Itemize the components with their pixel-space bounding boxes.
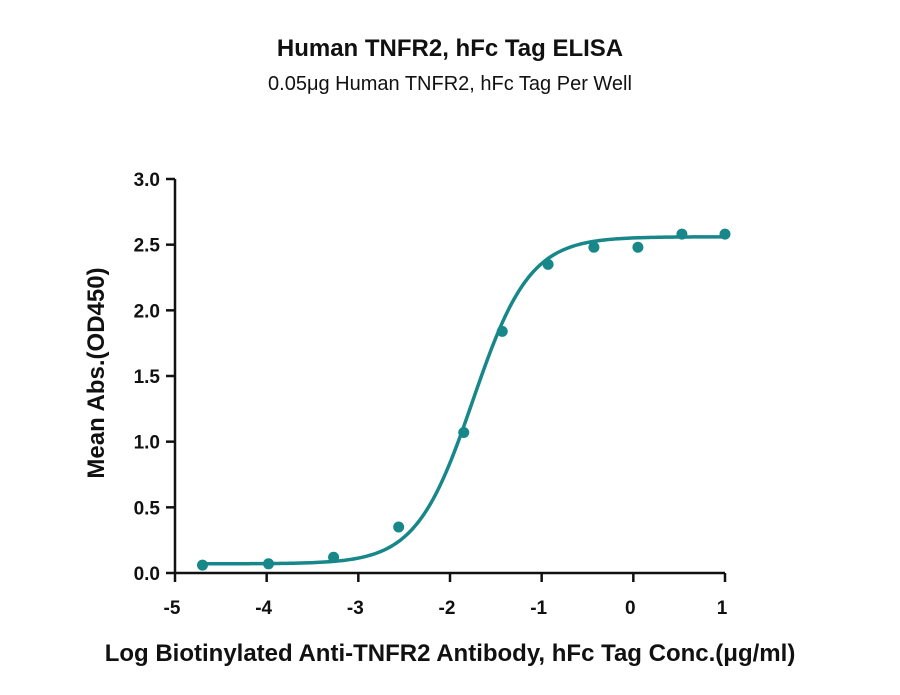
y-tick-label: 0.0 [134,564,160,585]
y-tick-label: 3.0 [134,170,160,191]
x-axis-label: Log Biotinylated Anti-TNFR2 Antibody, hF… [105,640,796,667]
data-points [197,228,731,571]
y-tick-label: 2.0 [134,301,160,322]
x-tick-label: -1 [530,598,547,619]
y-tick-label: 0.5 [134,498,161,519]
x-tick-label: -3 [347,598,364,619]
data-point [588,241,600,253]
y-tick-label: 1.0 [134,433,160,454]
data-point [632,241,644,253]
y-axis-label: Mean Abs.(OD450) [83,267,110,478]
data-point [676,228,688,240]
fit-curve [202,235,726,566]
data-point [719,228,731,240]
data-point [393,521,405,533]
y-tick-label: 2.5 [134,236,161,257]
chart-title: Human TNFR2, hFc Tag ELISA [277,35,623,62]
data-point [542,258,554,270]
x-tick-label: 1 [717,598,728,619]
y-tick-label: 1.5 [134,367,161,388]
x-tick-label: -4 [255,598,272,619]
y-ticks: 0.0 0.5 1.0 1.5 2.0 2.5 3.0 [134,170,175,585]
x-tick-label: -2 [439,598,456,619]
data-point [496,325,508,337]
x-tick-label: -5 [164,598,181,619]
x-ticks: -5 -4 -3 -2 -1 0 1 [164,573,728,619]
data-point [263,558,274,570]
chart-subtitle: 0.05μg Human TNFR2, hFc Tag Per Well [268,73,632,95]
x-tick-label: 0 [625,598,636,619]
data-point [197,559,208,571]
data-point [458,426,470,438]
data-point [328,551,340,563]
